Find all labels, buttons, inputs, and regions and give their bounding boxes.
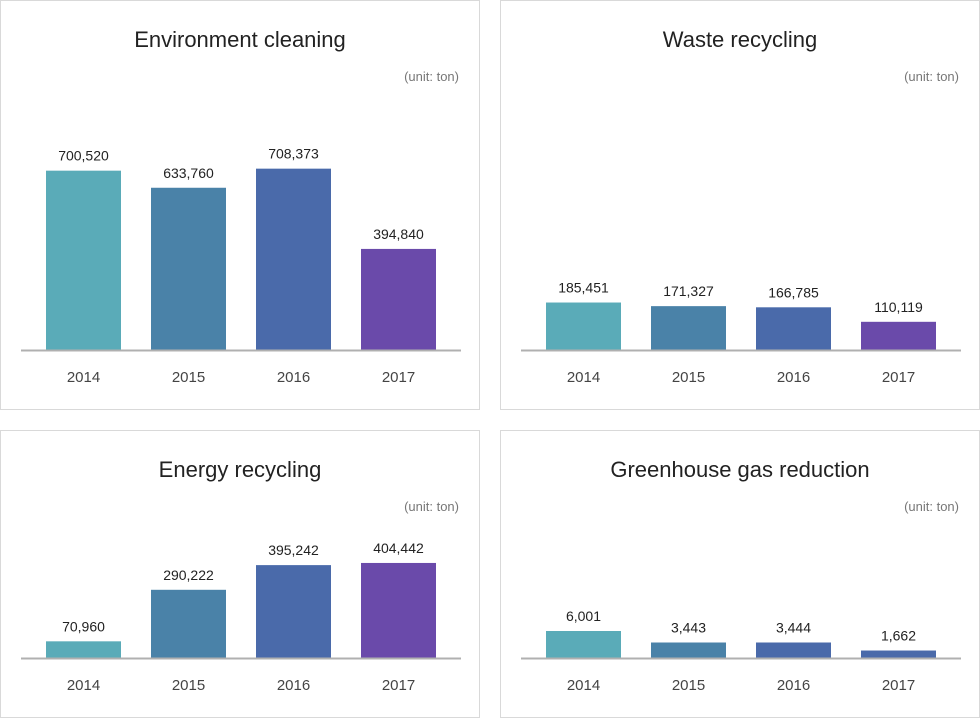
value-label-2016: 3,444 — [776, 620, 811, 636]
bar-2015 — [151, 589, 226, 658]
x-tick-2016: 2016 — [777, 369, 810, 386]
x-tick-2017: 2017 — [382, 677, 415, 694]
value-label-2014: 185,451 — [558, 280, 609, 296]
chart-title: Greenhouse gas reduction — [610, 457, 870, 482]
bar-2014 — [46, 170, 121, 350]
bar-2016 — [756, 642, 831, 658]
unit-label: (unit: ton) — [904, 499, 959, 514]
chart-panel-environment-cleaning: Environment cleaning (unit: ton) 700,520… — [0, 0, 480, 410]
bar-2014 — [46, 641, 121, 658]
x-tick-2015: 2015 — [672, 677, 705, 694]
unit-label: (unit: ton) — [904, 69, 959, 84]
x-tick-2016: 2016 — [277, 677, 310, 694]
x-tick-2016: 2016 — [777, 677, 810, 694]
unit-label: (unit: ton) — [404, 69, 459, 84]
value-label-2015: 633,760 — [163, 165, 214, 181]
bar-2016 — [256, 565, 331, 658]
chart-title: Environment cleaning — [134, 27, 346, 52]
bar-2015 — [151, 187, 226, 350]
chart-title: Waste recycling — [662, 27, 818, 52]
value-label-2016: 395,242 — [268, 542, 319, 558]
chart-title: Energy recycling — [158, 457, 322, 482]
bar-2017 — [361, 562, 436, 658]
x-tick-2016: 2016 — [277, 369, 310, 386]
bar-2014 — [546, 630, 621, 658]
value-label-2017: 394,840 — [373, 226, 424, 242]
value-label-2016: 166,785 — [768, 284, 819, 300]
value-label-2016: 708,373 — [268, 146, 319, 162]
x-tick-2015: 2015 — [172, 677, 205, 694]
chart-panel-greenhouse-gas-reduction: Greenhouse gas reduction (unit: ton) 6,0… — [500, 430, 980, 718]
x-tick-2014: 2014 — [567, 677, 600, 694]
bar-chart: 70,960 2014 290,222 2015 395,242 2016 404,442 2… — [21, 540, 461, 694]
bar-2014 — [546, 302, 621, 350]
x-tick-2015: 2015 — [172, 369, 205, 386]
chart-panel-waste-recycling: Waste recycling (unit: ton) 185,451 2014 1… — [500, 0, 980, 410]
unit-label: (unit: ton) — [404, 499, 459, 514]
bar-2015 — [651, 306, 726, 350]
bar-chart: 6,001 2014 3,443 2015 3,444 2016 1,662 2017 — [521, 608, 961, 694]
value-label-2015: 171,327 — [663, 283, 714, 299]
x-tick-2017: 2017 — [882, 369, 915, 386]
x-tick-2014: 2014 — [67, 677, 100, 694]
chart-panel-energy-recycling: Energy recycling (unit: ton) 70,960 2014 2… — [0, 430, 480, 718]
bar-2015 — [651, 642, 726, 658]
x-tick-2014: 2014 — [567, 369, 600, 386]
value-label-2017: 404,442 — [373, 540, 424, 556]
bar-2017 — [861, 650, 936, 658]
bar-2016 — [256, 168, 331, 350]
value-label-2014: 70,960 — [62, 618, 105, 634]
value-label-2014: 6,001 — [566, 608, 601, 624]
x-tick-2015: 2015 — [672, 369, 705, 386]
x-tick-2017: 2017 — [882, 677, 915, 694]
bar-chart: 700,520 2014 633,760 2015 708,373 2016 394,840… — [21, 146, 461, 386]
x-tick-2017: 2017 — [382, 369, 415, 386]
value-label-2015: 290,222 — [163, 567, 214, 583]
bar-2016 — [756, 307, 831, 350]
value-label-2014: 700,520 — [58, 148, 109, 164]
x-tick-2014: 2014 — [67, 369, 100, 386]
bar-chart: 185,451 2014 171,327 2015 166,785 2016 110,119… — [521, 280, 961, 386]
value-label-2017: 110,119 — [874, 299, 923, 315]
value-label-2015: 3,443 — [671, 620, 706, 636]
bar-2017 — [861, 321, 936, 350]
bar-2017 — [361, 248, 436, 350]
value-label-2017: 1,662 — [881, 628, 916, 644]
